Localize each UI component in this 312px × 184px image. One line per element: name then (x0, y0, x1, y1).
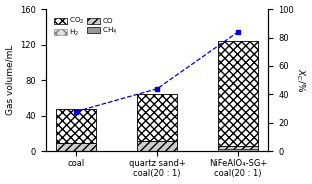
Y-axis label: $X_C$/%: $X_C$/% (294, 68, 306, 92)
Legend: CO$_2$, H$_2$, CO, CH$_4$: CO$_2$, H$_2$, CO, CH$_4$ (51, 14, 120, 40)
Bar (218, 149, 258, 151)
Bar (137, 141, 177, 151)
Bar (56, 109, 96, 143)
Y-axis label: Gas volume/mL: Gas volume/mL (6, 45, 15, 115)
Bar (218, 41, 258, 146)
Bar (56, 143, 96, 151)
Bar (137, 94, 177, 141)
Bar (218, 146, 258, 151)
